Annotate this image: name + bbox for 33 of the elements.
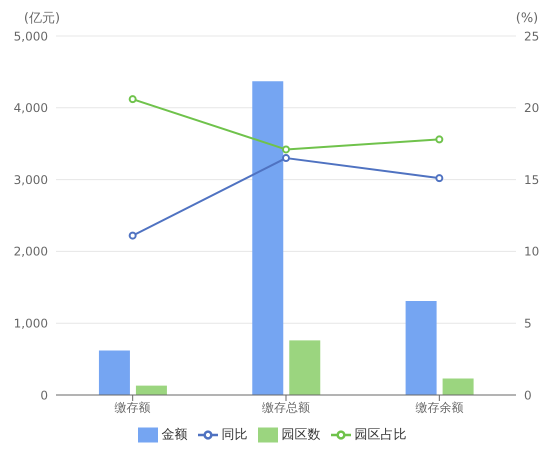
point — [128, 232, 137, 240]
y2-tick-label: 0 — [524, 388, 532, 402]
point — [435, 135, 444, 144]
point — [435, 174, 444, 182]
bar — [289, 340, 320, 395]
legend-label: 园区数 — [282, 428, 320, 443]
y2-tick-label: 10 — [524, 244, 540, 259]
bar — [442, 378, 474, 395]
legend-label: 同比 — [222, 428, 248, 443]
y-tick-label: 4,000 — [14, 101, 48, 116]
y-tick-label: 2,000 — [14, 244, 48, 259]
point — [128, 95, 137, 104]
y-tick-label: 5,000 — [14, 29, 48, 44]
y-tick-label: 0 — [40, 388, 48, 402]
bar — [252, 81, 284, 395]
x-tick-label: 缴存总额 — [262, 400, 310, 415]
y2-tick-label: 5 — [524, 316, 532, 330]
y-tick-label: 3,000 — [14, 172, 48, 187]
y2-tick-label: 15 — [524, 172, 540, 187]
point — [282, 145, 290, 154]
x-tick-label: 缴存余额 — [415, 400, 464, 415]
y2-axis-title: (%) — [516, 11, 538, 26]
legend-label: 金额 — [162, 428, 188, 443]
legend-label: 园区占比 — [354, 428, 406, 443]
y-axis-title: (亿元) — [24, 11, 60, 26]
y-tick-label: 1,000 — [14, 316, 48, 330]
y2-tick-label: 25 — [524, 29, 540, 44]
x-tick-label: 缴存额 — [114, 400, 151, 415]
bar — [98, 350, 130, 395]
y2-tick-label: 20 — [524, 101, 540, 116]
bar — [406, 300, 437, 395]
point — [282, 154, 290, 162]
bar — [136, 386, 167, 395]
